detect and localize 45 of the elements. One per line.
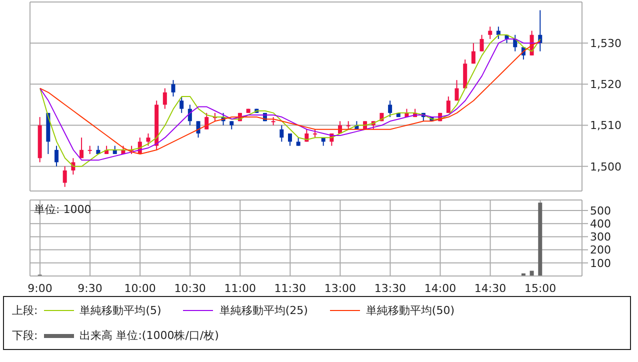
- x-tick-label: 9:00: [28, 282, 52, 295]
- y-tick-label: 400: [590, 217, 611, 230]
- y-tick-label: 500: [590, 204, 611, 218]
- legend-label: 単純移動平均(5): [80, 303, 162, 318]
- candlestick: [388, 100, 392, 118]
- candlestick: [146, 132, 150, 146]
- y-tick-label: 1,510: [590, 119, 622, 132]
- candlestick: [171, 80, 176, 97]
- x-tick-label: 13:00: [324, 282, 356, 295]
- legend-label: 出来高 単位:(1000株/口/枚): [80, 328, 219, 343]
- x-tick-label: 13:30: [374, 282, 406, 295]
- legend-title: 上段:: [12, 303, 38, 318]
- candlestick: [204, 112, 209, 130]
- y-tick-label: 1,530: [590, 36, 622, 50]
- legend-label: 単純移動平均(50): [366, 303, 454, 318]
- y-tick-label: 200: [590, 244, 611, 257]
- x-tick-label: 10:30: [174, 282, 206, 295]
- candlestick: [454, 80, 459, 102]
- candlestick: [288, 132, 292, 146]
- y-tick-label: 1,520: [590, 78, 622, 92]
- y-tick-label: 100: [590, 256, 611, 270]
- x-tick-label: 14:30: [474, 282, 506, 295]
- candlestick: [488, 26, 492, 40]
- candlestick: [180, 96, 184, 114]
- candlestick: [480, 34, 484, 52]
- x-tick-label: 9:30: [78, 282, 102, 295]
- x-tick-label: 10:00: [124, 282, 156, 295]
- candlestick: [196, 120, 200, 138]
- x-tick-label: 14:00: [424, 282, 456, 295]
- bar: [538, 202, 542, 276]
- y-tick-label: 1,500: [590, 160, 622, 174]
- legend-title: 下段:: [12, 328, 38, 343]
- x-tick-label: 15:00: [524, 282, 556, 295]
- candlestick: [54, 145, 59, 167]
- legend-label: 単純移動平均(25): [219, 303, 308, 318]
- candlestick: [446, 96, 450, 114]
- candlestick: [80, 137, 84, 159]
- x-tick-label: 11:30: [274, 282, 306, 295]
- annotation: 単位: 1000: [34, 202, 92, 217]
- candlestick: [62, 166, 67, 188]
- candlestick: [280, 124, 284, 142]
- candlestick: [162, 88, 167, 110]
- candlestick: [471, 42, 476, 64]
- y-tick-label: 300: [590, 230, 611, 244]
- x-tick-label: 11:00: [224, 282, 256, 295]
